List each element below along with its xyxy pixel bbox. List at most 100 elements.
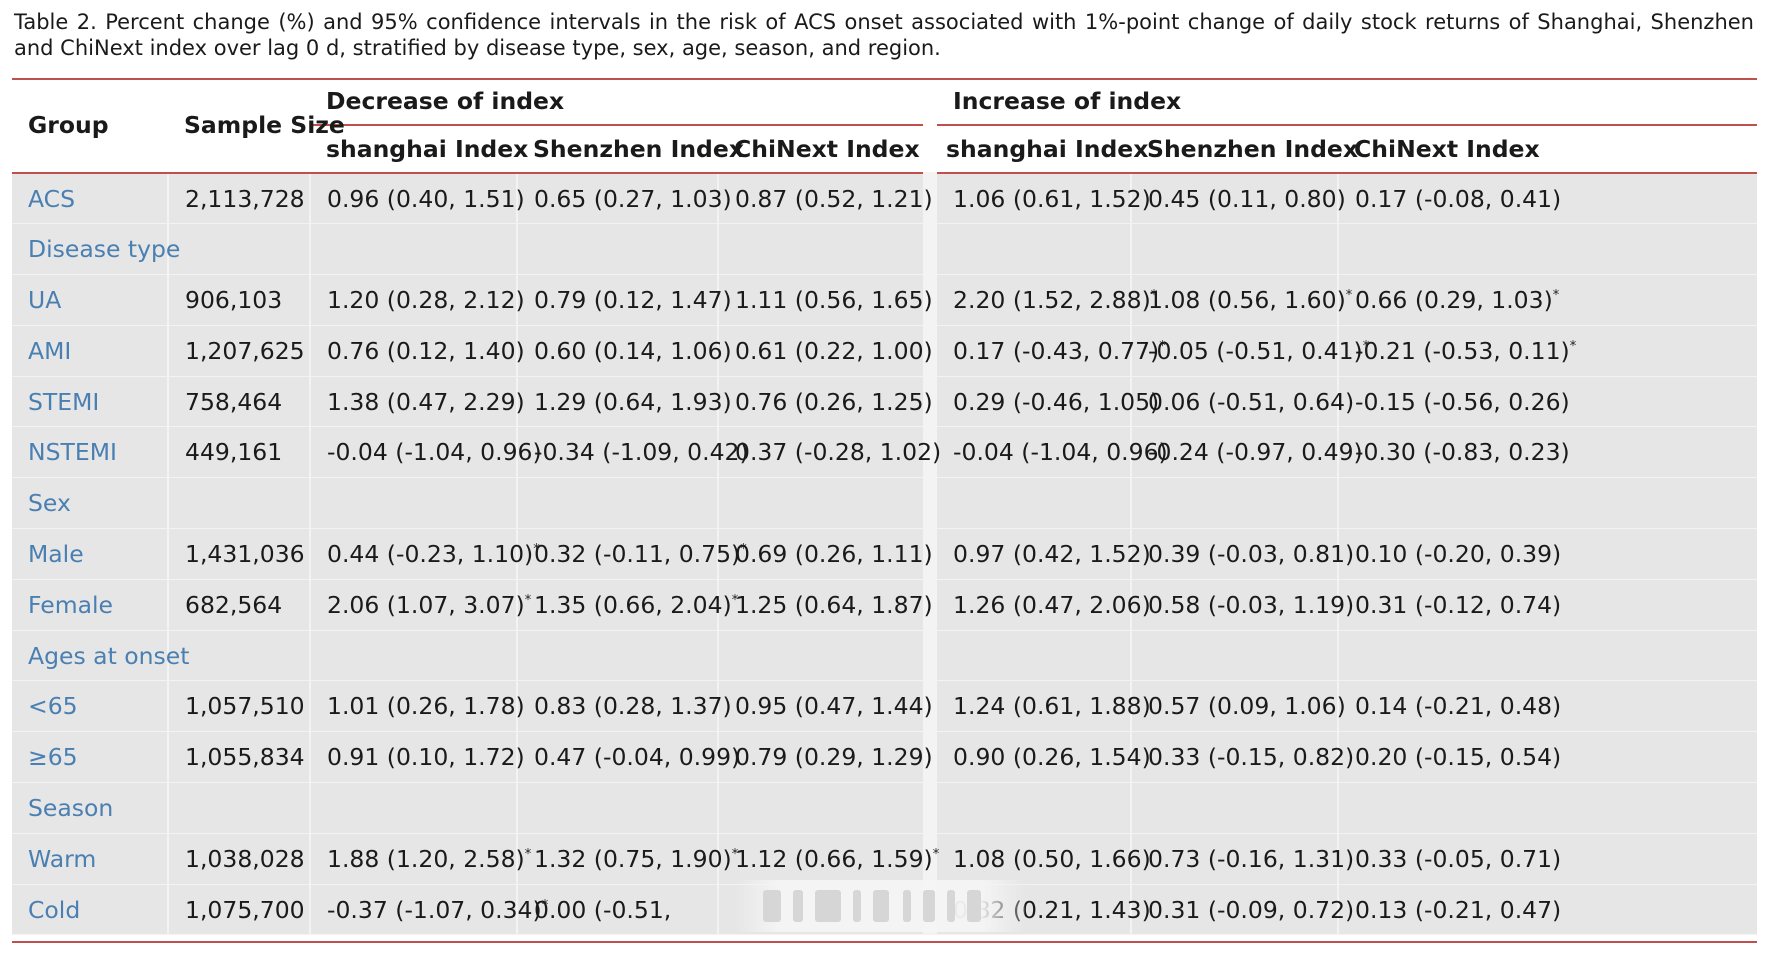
estimate-cell: [923, 223, 1133, 276]
estimate-value: 0.90 (0.26, 1.54): [953, 743, 1151, 772]
estimate-cell: 1.01 (0.26, 1.78): [310, 680, 525, 733]
estimate-value: 1.08 (0.50, 1.66): [953, 844, 1151, 873]
header-inc-chinext: ChiNext Index: [1338, 125, 1758, 174]
estimate-value: 1.01 (0.26, 1.78): [327, 692, 525, 721]
estimate-cell: 1.20 (0.28, 2.12): [310, 274, 525, 326]
estimate-value: -0.30 (-0.83, 0.23): [1355, 438, 1570, 467]
estimate-cell: [517, 223, 719, 276]
estimate-value: 0.13 (-0.21, 0.47): [1355, 895, 1562, 924]
estimate-value: 0.33 (-0.15, 0.82): [1148, 743, 1355, 772]
estimate-cell: -0.24 (-0.97, 0.49): [1131, 426, 1363, 479]
estimate-value: 0.39 (-0.03, 0.81): [1148, 539, 1355, 568]
estimate-cell: 0.58 (-0.03, 1.19): [1131, 579, 1354, 631]
table-row: NSTEMI 449,161 -0.04 (-1.04, 0.96) -0.34 (-…: [12, 426, 1758, 479]
estimate-value: -0.05 (-0.51, 0.41): [1148, 336, 1363, 365]
estimate-cell: 0.66 (0.29, 1.03)*: [1338, 274, 1758, 326]
header-decrease-of-index: Decrease of index: [310, 78, 931, 126]
estimate-cell: -0.37 (-1.07, 0.34)*: [310, 884, 548, 936]
estimate-value: 0.06 (-0.51, 0.64): [1148, 387, 1355, 416]
estimate-cell: [310, 630, 518, 682]
estimate-value: 0.31 (-0.12, 0.74): [1355, 590, 1562, 619]
estimate-value: 2.06 (1.07, 3.07): [327, 590, 525, 619]
table-body: ACS 2,113,728 0.96 (0.40, 1.51) 0.65 (0.27,…: [12, 173, 1758, 936]
estimate-cell: [1338, 477, 1758, 530]
estimate-value: 1.88 (1.20, 2.58): [327, 844, 525, 873]
estimate-value: 1.26 (0.47, 2.06): [953, 590, 1151, 619]
header-inc-shenzhen: Shenzhen Index: [1131, 125, 1358, 174]
sample-size-cell: 1,207,625: [168, 325, 311, 377]
estimate-cell: 0.29 (-0.46, 1.05): [923, 376, 1159, 428]
estimate-cell: 0.79 (0.12, 1.47): [517, 274, 732, 326]
estimate-cell: 0.69 (0.26, 1.11): [718, 528, 933, 580]
table-row: <65 1,057,510 1.01 (0.26, 1.78) 0.83 (0.28,…: [12, 680, 1758, 733]
estimate-cell: 1.11 (0.56, 1.65): [718, 274, 933, 326]
estimate-value: 0.65 (0.27, 1.03): [534, 184, 732, 213]
estimate-cell: [310, 782, 518, 834]
estimate-value: 1.25 (0.64, 1.87): [735, 590, 933, 619]
estimate-cell: 0.91 (0.10, 1.72): [310, 731, 525, 784]
estimate-value: 1.12 (0.66, 1.59): [735, 844, 933, 873]
estimate-value: 0.20 (-0.15, 0.54): [1355, 743, 1562, 772]
results-table: Group Sample Size Decrease of index Incr…: [12, 78, 1758, 936]
section-row: Ages at onset: [12, 630, 1758, 682]
estimate-cell: 0.06 (-0.51, 0.64): [1131, 376, 1354, 428]
significance-marker: *: [524, 592, 532, 608]
estimate-cell: 0.39 (-0.03, 0.81): [1131, 528, 1354, 580]
header-group: Group: [12, 78, 168, 174]
header-dec-shenzhen: Shenzhen Index: [517, 125, 744, 174]
estimate-cell: -0.05 (-0.51, 0.41)*: [1131, 325, 1369, 377]
estimate-value: -0.37 (-1.07, 0.34): [327, 895, 542, 924]
section-row: Sex: [12, 477, 1758, 530]
estimate-cell: 1.38 (0.47, 2.29): [310, 376, 525, 428]
sample-size-cell: [168, 223, 311, 276]
estimate-cell: 0.37 (-0.28, 1.02): [718, 426, 941, 479]
estimate-cell: 1.88 (1.20, 2.58)*: [310, 833, 531, 885]
estimate-value: 0.91 (0.10, 1.72): [327, 743, 525, 772]
estimate-cell: 0.17 (-0.43, 0.77)*: [923, 325, 1166, 377]
estimate-cell: 0.31 (-0.09, 0.72): [1131, 884, 1354, 936]
section-label: Ages at onset: [12, 630, 189, 682]
estimate-value: 0.57 (0.09, 1.06): [1148, 692, 1346, 721]
estimate-cell: 2.20 (1.52, 2.88)*: [923, 274, 1157, 326]
significance-marker: *: [524, 846, 532, 862]
estimate-cell: 1.12 (0.66, 1.59)*: [718, 833, 939, 885]
estimate-cell: 1.35 (0.66, 2.04)*: [517, 579, 738, 631]
estimate-cell: 0.97 (0.42, 1.52): [923, 528, 1151, 580]
estimate-value: 1.24 (0.61, 1.88): [953, 692, 1151, 721]
estimate-cell: 1.08 (0.50, 1.66): [923, 833, 1151, 885]
top-rule: [12, 78, 1757, 80]
estimate-value: 0.73 (-0.16, 1.31): [1148, 844, 1355, 873]
estimate-value: -0.24 (-0.97, 0.49): [1148, 438, 1363, 467]
estimate-cell: [310, 477, 518, 530]
estimate-value: 0.69 (0.26, 1.11): [735, 539, 933, 568]
estimate-value: 0.76 (0.12, 1.40): [327, 336, 525, 365]
table-row: AMI 1,207,625 0.76 (0.12, 1.40) 0.60 (0.14,…: [12, 325, 1758, 377]
estimate-cell: 0.44 (-0.23, 1.10)*: [310, 528, 540, 580]
estimate-cell: -0.30 (-0.83, 0.23): [1338, 426, 1758, 479]
estimate-cell: 0.87 (0.52, 1.21): [718, 173, 933, 225]
sample-size-cell: 1,038,028: [168, 833, 311, 885]
estimate-value: 1.20 (0.28, 2.12): [327, 285, 525, 314]
estimate-value: -0.34 (-1.09, 0.42): [534, 438, 749, 467]
estimate-value: 0.96 (0.40, 1.51): [327, 184, 525, 213]
estimate-cell: 0.00 (-0.51,: [517, 884, 719, 936]
estimate-cell: 0.60 (0.14, 1.06): [517, 325, 732, 377]
estimate-value: 0.29 (-0.46, 1.05): [953, 387, 1160, 416]
sample-size-cell: [168, 630, 311, 682]
estimate-cell: [517, 477, 719, 530]
group-label: <65: [12, 680, 169, 733]
sample-size-cell: 758,464: [168, 376, 311, 428]
watermark-overlay: [735, 880, 1025, 932]
estimate-cell: [517, 630, 719, 682]
estimate-cell: -0.15 (-0.56, 0.26): [1338, 376, 1758, 428]
estimate-cell: 1.29 (0.64, 1.93): [517, 376, 732, 428]
estimate-value: 0.60 (0.14, 1.06): [534, 336, 732, 365]
estimate-cell: -0.04 (-1.04, 0.96): [923, 426, 1168, 479]
estimate-cell: [923, 782, 1133, 834]
sample-size-cell: [168, 782, 311, 834]
sample-size-cell: 682,564: [168, 579, 311, 631]
estimate-cell: 0.17 (-0.08, 0.41): [1338, 173, 1758, 225]
estimate-cell: -0.34 (-1.09, 0.42): [517, 426, 749, 479]
group-label: Warm: [12, 833, 169, 885]
estimate-cell: [1338, 630, 1758, 682]
